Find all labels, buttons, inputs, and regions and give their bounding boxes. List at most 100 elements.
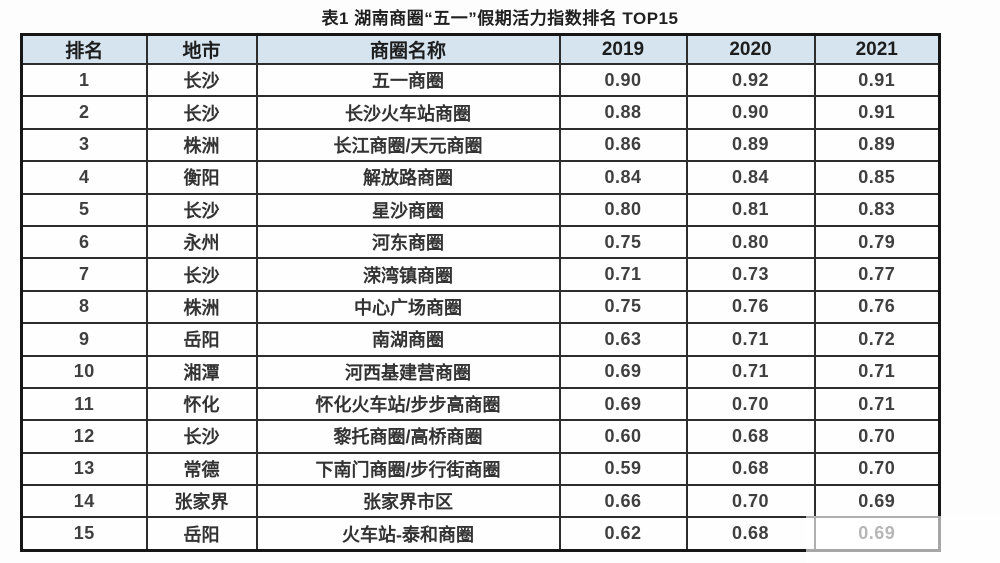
table-row: 4 衡阳 解放路商圈 0.84 0.84 0.85 [20, 160, 941, 195]
value-2020-cell: 0.76 [685, 289, 816, 325]
district-cell: 星沙商圈 [255, 192, 561, 227]
district-cell: 溁湾镇商圈 [255, 257, 561, 292]
city-cell: 株洲 [145, 289, 258, 325]
district-cell: 张家界市区 [255, 484, 561, 519]
value-2021-cell: 0.91 [813, 95, 941, 130]
value-2020-cell: 0.70 [685, 386, 816, 422]
value-2019-cell: 0.86 [558, 127, 688, 163]
col-header-district: 商圈名称 [255, 33, 561, 65]
value-2021-cell: 0.72 [813, 322, 941, 357]
table-row: 14 张家界 张家界市区 0.66 0.70 0.69 [20, 484, 941, 519]
rank-cell: 14 [20, 484, 148, 519]
value-2021-cell: 0.69 [813, 516, 941, 552]
value-2019-cell: 0.62 [558, 516, 688, 552]
value-2019-cell: 0.88 [558, 95, 688, 130]
ranking-table: 排名 地市 商圈名称 2019 2020 2021 1 长沙 五一商圈 0.90 0.9… [20, 33, 941, 552]
rank-cell: 8 [20, 289, 148, 325]
city-cell: 怀化 [145, 386, 258, 422]
value-2019-cell: 0.60 [558, 419, 688, 454]
value-2021-cell: 0.76 [813, 289, 941, 325]
rank-cell: 1 [20, 62, 148, 98]
rank-cell: 11 [20, 386, 148, 422]
table-title: 表1 湖南商圈“五一”假期活力指数排名 TOP15 [321, 9, 679, 28]
city-cell: 衡阳 [145, 160, 258, 195]
value-2020-cell: 0.92 [685, 62, 816, 98]
district-cell: 南湖商圈 [255, 322, 561, 357]
col-header-2021: 2021 [813, 33, 941, 65]
city-cell: 湘潭 [145, 354, 258, 389]
value-2021-cell: 0.77 [813, 257, 941, 292]
header-row: 排名 地市 商圈名称 2019 2020 2021 [20, 33, 941, 65]
col-header-rank: 排名 [20, 33, 148, 65]
table-row: 5 长沙 星沙商圈 0.80 0.81 0.83 [20, 192, 941, 227]
table-row: 1 长沙 五一商圈 0.90 0.92 0.91 [20, 62, 941, 98]
value-2019-cell: 0.80 [558, 192, 688, 227]
col-header-2020: 2020 [685, 33, 816, 65]
value-2021-cell: 0.71 [813, 354, 941, 389]
value-2019-cell: 0.59 [558, 451, 688, 487]
district-cell: 河东商圈 [255, 224, 561, 260]
table-row: 6 永州 河东商圈 0.75 0.80 0.79 [20, 224, 941, 260]
value-2021-cell: 0.79 [813, 224, 941, 260]
city-cell: 常德 [145, 451, 258, 487]
value-2019-cell: 0.63 [558, 322, 688, 357]
table-row: 11 怀化 怀化火车站/步步高商圈 0.69 0.70 0.71 [20, 386, 941, 422]
rank-cell: 7 [20, 257, 148, 292]
value-2020-cell: 0.81 [685, 192, 816, 227]
value-2021-cell: 0.91 [813, 62, 941, 98]
value-2021-cell: 0.70 [813, 419, 941, 454]
table-row: 9 岳阳 南湖商圈 0.63 0.71 0.72 [20, 322, 941, 357]
value-2021-cell: 0.69 [813, 484, 941, 519]
value-2021-cell: 0.71 [813, 386, 941, 422]
district-cell: 长沙火车站商圈 [255, 95, 561, 130]
value-2020-cell: 0.71 [685, 322, 816, 357]
district-cell: 中心广场商圈 [255, 289, 561, 325]
table-row: 7 长沙 溁湾镇商圈 0.71 0.73 0.77 [20, 257, 941, 292]
value-2019-cell: 0.66 [558, 484, 688, 519]
value-2020-cell: 0.70 [685, 484, 816, 519]
value-2020-cell: 0.68 [685, 419, 816, 454]
city-cell: 长沙 [145, 419, 258, 454]
rank-cell: 15 [20, 516, 148, 552]
rank-cell: 4 [20, 160, 148, 195]
district-cell: 解放路商圈 [255, 160, 561, 195]
city-cell: 长沙 [145, 95, 258, 130]
rank-cell: 9 [20, 322, 148, 357]
district-cell: 长江商圈/天元商圈 [255, 127, 561, 163]
value-2021-cell: 0.70 [813, 451, 941, 487]
table-body: 1 长沙 五一商圈 0.90 0.92 0.91 2 长沙 长沙火车站商圈 0.88 0.90 0.9… [20, 62, 941, 552]
rank-cell: 13 [20, 451, 148, 487]
rank-cell: 10 [20, 354, 148, 389]
col-header-2019: 2019 [558, 33, 688, 65]
value-2021-cell: 0.83 [813, 192, 941, 227]
value-2019-cell: 0.90 [558, 62, 688, 98]
value-2021-cell: 0.85 [813, 160, 941, 195]
table-row: 2 长沙 长沙火车站商圈 0.88 0.90 0.91 [20, 95, 941, 130]
value-2020-cell: 0.68 [685, 451, 816, 487]
city-cell: 岳阳 [145, 516, 258, 552]
value-2021-cell: 0.89 [813, 127, 941, 163]
district-cell: 黎托商圈/高桥商圈 [255, 419, 561, 454]
city-cell: 长沙 [145, 192, 258, 227]
value-2019-cell: 0.75 [558, 224, 688, 260]
table-row: 15 岳阳 火车站-泰和商圈 0.62 0.68 0.69 [20, 516, 941, 552]
district-cell: 怀化火车站/步步高商圈 [255, 386, 561, 422]
value-2020-cell: 0.80 [685, 224, 816, 260]
district-cell: 火车站-泰和商圈 [255, 516, 561, 552]
value-2019-cell: 0.69 [558, 386, 688, 422]
table-row: 13 常德 下南门商圈/步行街商圈 0.59 0.68 0.70 [20, 451, 941, 487]
table-row: 10 湘潭 河西基建营商圈 0.69 0.71 0.71 [20, 354, 941, 389]
table-row: 3 株洲 长江商圈/天元商圈 0.86 0.89 0.89 [20, 127, 941, 163]
table-row: 12 长沙 黎托商圈/高桥商圈 0.60 0.68 0.70 [20, 419, 941, 454]
table-row: 8 株洲 中心广场商圈 0.75 0.76 0.76 [20, 289, 941, 325]
rank-cell: 5 [20, 192, 148, 227]
city-cell: 永州 [145, 224, 258, 260]
value-2020-cell: 0.90 [685, 95, 816, 130]
value-2020-cell: 0.68 [685, 516, 816, 552]
value-2019-cell: 0.75 [558, 289, 688, 325]
value-2020-cell: 0.71 [685, 354, 816, 389]
district-cell: 河西基建营商圈 [255, 354, 561, 389]
city-cell: 张家界 [145, 484, 258, 519]
value-2020-cell: 0.89 [685, 127, 816, 163]
